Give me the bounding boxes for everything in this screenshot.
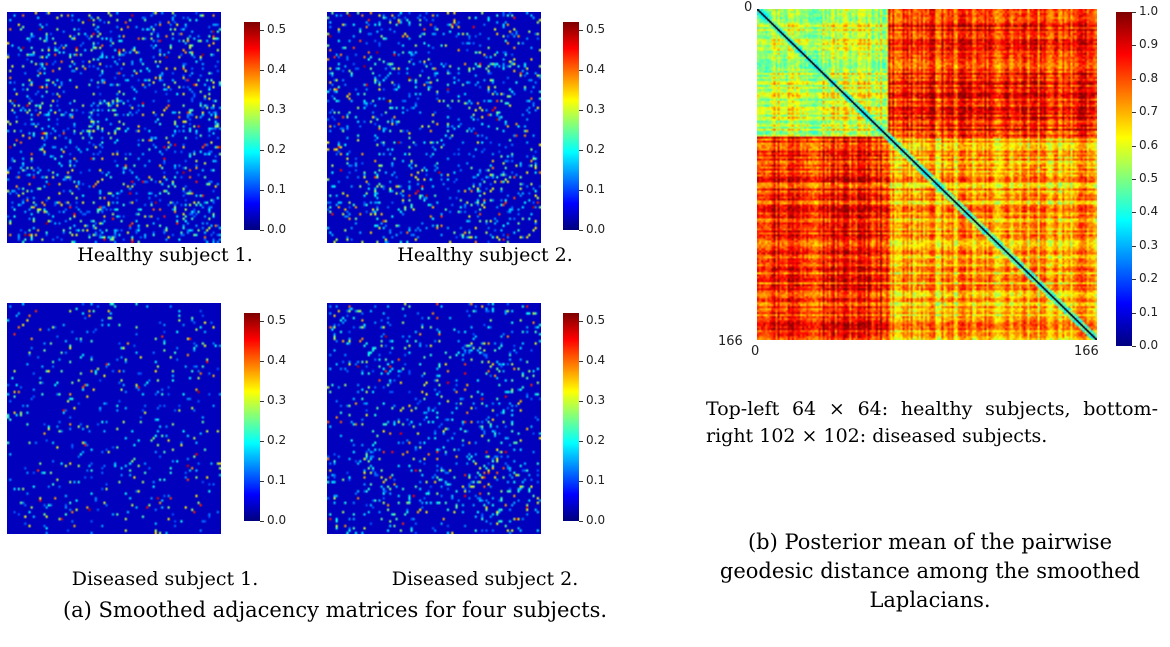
colorbar-tick-mark	[579, 190, 583, 191]
colorbar-tick-mark	[1132, 179, 1136, 180]
axis-label-x-end: 166	[1074, 344, 1099, 359]
colorbar-healthy-subject-2	[563, 22, 579, 230]
colorbar-tick-label: 1.0	[1139, 4, 1159, 18]
caption-a: (a) Smoothed adjacency matrices for four…	[62, 598, 608, 622]
colorbar-tick-label: 0.1	[586, 182, 606, 196]
diagonal-line	[757, 9, 1097, 340]
colorbar-tick-mark	[1132, 312, 1136, 314]
colorbar-tick-mark	[1132, 346, 1136, 347]
colorbar-tick-label: 0.2	[267, 142, 287, 156]
colorbar-tick-label: 0.3	[267, 393, 287, 407]
colorbar-tick-mark	[260, 190, 264, 191]
colorbar-tick-label: 0.0	[267, 513, 287, 527]
colorbar-tick-label: 0.2	[1139, 271, 1159, 286]
colorbar-tick-label: 0.4	[267, 62, 287, 76]
colorbar-tick-label: 0.4	[586, 62, 606, 76]
colorbar-tick-label: 0.3	[267, 102, 287, 116]
colorbar-tick-label: 0.5	[586, 22, 606, 36]
colorbar-tick-label: 0.1	[267, 182, 287, 196]
colorbar-tick-mark	[1132, 145, 1136, 147]
colorbar-tick-label: 0.5	[267, 22, 287, 36]
colorbar-tick-label: 0.1	[267, 473, 287, 487]
colorbar-tick-label: 0.1	[1139, 304, 1159, 319]
colorbar-tick-mark	[579, 321, 583, 322]
colorbar-diseased-subject-2	[563, 313, 579, 521]
colorbar-tick-label: 0.5	[586, 313, 606, 327]
colorbar-tick-mark	[1132, 112, 1136, 114]
colorbar-tick-mark	[260, 230, 264, 231]
colorbar-tick-mark	[579, 481, 583, 482]
caption-b: (b) Posterior mean of the pairwise geode…	[719, 530, 1141, 612]
colorbar-tick-label: 0.0	[267, 222, 287, 236]
subplot-title-diseased-2: Diseased subject 2.	[391, 568, 579, 590]
axis-label-x-start: 0	[751, 344, 760, 359]
colorbar-tick-label: 0.3	[1139, 237, 1159, 252]
axis-label-top-left: 0	[744, 0, 753, 15]
colorbar-tick-mark	[579, 70, 583, 71]
colorbar-tick-mark	[579, 150, 583, 151]
colorbar-tick-label: 0.2	[267, 433, 287, 447]
colorbar-tick-mark	[579, 30, 583, 31]
colorbar-tick-label: 0.3	[586, 102, 606, 116]
colorbar-tick-mark	[260, 481, 264, 482]
colorbar-tick-label: 0.4	[267, 353, 287, 367]
colorbar-tick-mark	[260, 321, 264, 322]
colorbar-tick-mark	[1132, 12, 1136, 13]
heatmap-description: Top-left 64 × 64: healthy subjects, bott…	[706, 398, 1158, 447]
colorbar-tick-label: 0.2	[586, 433, 606, 447]
heatmap-diseased-subject-2	[327, 303, 541, 534]
colorbar-tick-label: 0.7	[1139, 104, 1159, 119]
colorbar-tick-mark	[260, 150, 264, 151]
colorbar-tick-mark	[260, 70, 264, 71]
colorbar-healthy-subject-1	[244, 22, 260, 230]
colorbar-tick-mark	[1132, 245, 1136, 247]
colorbar-tick-mark	[579, 110, 583, 111]
colorbar-tick-mark	[1132, 45, 1136, 47]
subplot-title-healthy-1: Healthy subject 1.	[77, 244, 253, 266]
colorbar-tick-label: 0.8	[1139, 70, 1159, 85]
colorbar-tick-mark	[260, 441, 264, 442]
axis-label-bottom-left: 166	[718, 334, 743, 349]
colorbar-tick-label: 0.2	[586, 142, 606, 156]
colorbar-tick-label: 0.0	[586, 513, 606, 527]
colorbar-tick-mark	[579, 230, 583, 231]
colorbar-tick-mark	[260, 401, 264, 402]
colorbar-tick-label: 0.3	[586, 393, 606, 407]
heatmap-healthy-subject-1	[7, 12, 221, 243]
colorbar-tick-label: 0.5	[267, 313, 287, 327]
colorbar-tick-label: 0.4	[586, 353, 606, 367]
colorbar-tick-mark	[579, 441, 583, 442]
colorbar-tick-mark	[579, 401, 583, 402]
colorbar-tick-label: 0.9	[1139, 37, 1159, 52]
colorbar-tick-mark	[1132, 212, 1136, 214]
colorbar-tick-mark	[579, 521, 583, 522]
colorbar-tick-label: 0.5	[1139, 171, 1159, 185]
subplot-title-diseased-1: Diseased subject 1.	[71, 568, 259, 590]
heatmap-healthy-subject-2	[327, 12, 541, 243]
colorbar-tick-mark	[260, 521, 264, 522]
subplot-title-healthy-2: Healthy subject 2.	[397, 244, 573, 266]
colorbar-tick-mark	[1132, 279, 1136, 281]
colorbar-geodesic-distance	[1116, 12, 1132, 346]
colorbar-tick-label: 0.0	[1139, 338, 1159, 352]
colorbar-tick-mark	[260, 110, 264, 111]
colorbar-tick-label: 0.1	[586, 473, 606, 487]
colorbar-tick-label: 0.4	[1139, 204, 1159, 219]
heatmap-diseased-subject-1	[7, 303, 221, 534]
colorbar-tick-mark	[260, 30, 264, 31]
colorbar-tick-mark	[579, 361, 583, 362]
colorbar-tick-label: 0.6	[1139, 137, 1159, 152]
colorbar-diseased-subject-1	[244, 313, 260, 521]
colorbar-tick-label: 0.0	[586, 222, 606, 236]
colorbar-tick-mark	[1132, 78, 1136, 80]
colorbar-tick-mark	[260, 361, 264, 362]
